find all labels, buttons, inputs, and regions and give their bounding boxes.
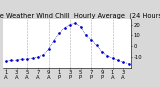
Title: Milwaukee Weather Wind Chill  Hourly Average  (24 Hours): Milwaukee Weather Wind Chill Hourly Aver…	[0, 12, 160, 19]
